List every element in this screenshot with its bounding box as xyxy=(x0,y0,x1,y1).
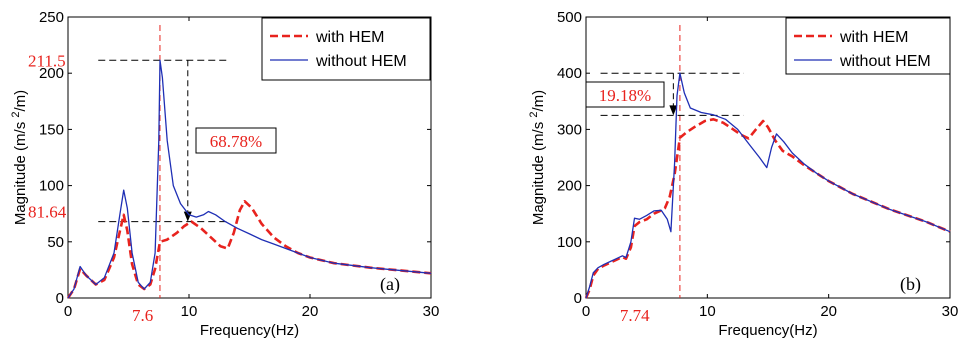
series-line-with-hem xyxy=(66,200,432,299)
x-tick-label: 10 xyxy=(699,303,716,320)
y-axis-label: Magnitude (m/s 2/m) xyxy=(528,90,547,225)
x-axis-label: Frequency(Hz) xyxy=(718,322,817,339)
reduction-arrow-head xyxy=(669,105,678,116)
y-tick-label: 200 xyxy=(39,65,64,82)
chart-panel-a: 0 10 20 30 0 50 100 150 200 250 Frequency(Hz) Magni… xyxy=(10,9,439,339)
x-tick-label: 10 xyxy=(181,303,198,320)
frequency-label: 7.6 xyxy=(132,306,153,325)
x-tick-label: 0 xyxy=(64,303,72,320)
legend-label: with HEM xyxy=(839,29,908,46)
x-tick-label: 30 xyxy=(942,303,959,320)
y-axis-label-main: Magnitude (m/s xyxy=(12,118,29,226)
y-axis-label-superscript: 2 xyxy=(528,112,540,118)
y-tick-label: 400 xyxy=(557,65,582,82)
x-tick-label: 20 xyxy=(820,303,837,320)
panel-label: (b) xyxy=(900,274,921,295)
legend: with HEM without HEM xyxy=(261,17,431,81)
panel-label: (a) xyxy=(380,274,400,295)
series-line-with-hem xyxy=(584,118,951,299)
series-line-without-hem xyxy=(585,72,951,299)
y-tick-label: 200 xyxy=(557,178,582,195)
y-axis-label-unit: /m) xyxy=(530,90,547,112)
legend-label: without HEM xyxy=(315,53,407,70)
reduction-label: 19.18% xyxy=(599,86,651,105)
y-axis-label-main: Magnitude (m/s xyxy=(530,118,547,226)
legend-label: with HEM xyxy=(315,29,384,46)
chart-panel-b: 0 10 20 300100200300400500Frequency(Hz)Magn… xyxy=(528,9,958,339)
y-tick-label: 250 xyxy=(39,9,64,26)
legend-box xyxy=(261,17,431,81)
x-tick-label: 20 xyxy=(302,303,319,320)
y-tick-label: 500 xyxy=(557,9,582,26)
y-axis-label-superscript: 2 xyxy=(10,112,22,118)
reduction-label: 68.78% xyxy=(210,132,262,151)
y-tick-label: 150 xyxy=(39,121,64,138)
y-axis-label-unit: /m) xyxy=(12,90,29,112)
peak-value-label: 211.5 xyxy=(28,51,66,70)
y-axis-label: Magnitude (m/s 2/m) xyxy=(10,90,29,225)
frequency-label: 7.74 xyxy=(620,306,650,325)
y-tick-label: 300 xyxy=(557,121,582,138)
annotations: 19.18% 7.74 xyxy=(585,25,744,325)
legend: with HEM without HEM xyxy=(785,17,951,75)
reduction-label-box xyxy=(585,81,665,108)
x-tick-label: 30 xyxy=(423,303,440,320)
reduction-arrow-head xyxy=(183,211,192,222)
x-tick-label: 0 xyxy=(582,303,590,320)
y-tick-label: 0 xyxy=(56,290,64,307)
reduction-label-box xyxy=(195,127,277,154)
legend-box xyxy=(785,17,951,75)
y-tick-label: 50 xyxy=(47,234,64,251)
legend-label: without HEM xyxy=(839,53,931,70)
series-line-without-hem xyxy=(67,59,432,299)
x-axis-label: Frequency(Hz) xyxy=(200,322,299,339)
reduced-value-label: 81.64 xyxy=(28,203,67,222)
y-tick-label: 100 xyxy=(557,234,582,251)
y-tick-label: 100 xyxy=(39,178,64,195)
y-tick-label: 0 xyxy=(574,290,582,307)
